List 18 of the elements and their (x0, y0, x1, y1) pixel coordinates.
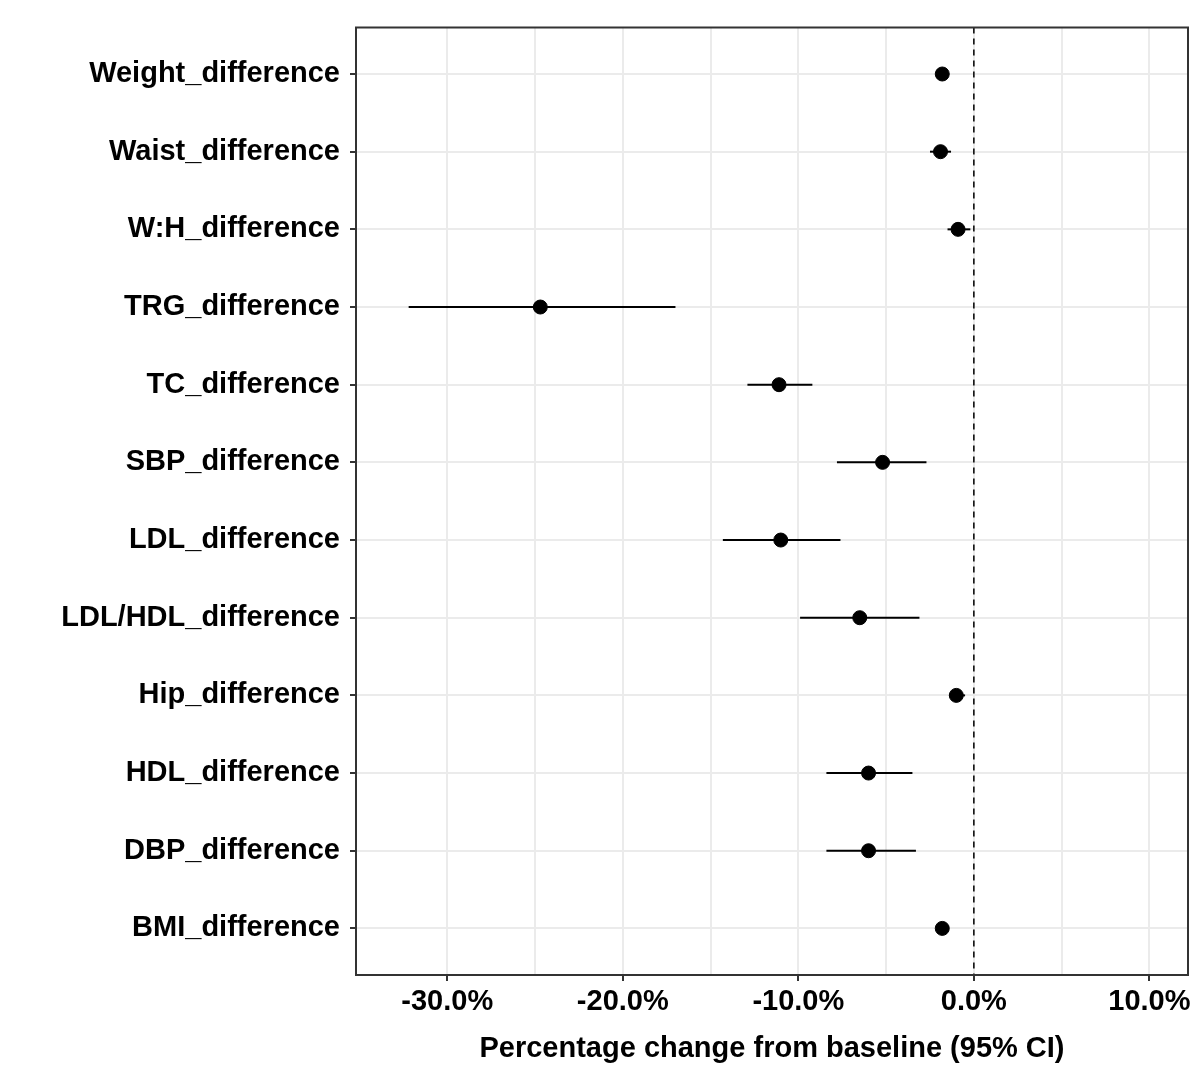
x-tick-label: -30.0% (401, 984, 494, 1017)
x-tick-label: 0.0% (940, 984, 1008, 1017)
y-tick-label: LDL_difference (128, 522, 340, 555)
y-tick-label: TRG_difference (124, 289, 340, 322)
y-tick-label: Hip_difference (138, 677, 340, 710)
y-tick-label: SBP_difference (125, 444, 340, 477)
x-axis-title: Percentage change from baseline (95% CI) (479, 1030, 1065, 1063)
y-tick-label: HDL_difference (125, 755, 340, 788)
y-tick-label: W:H_difference (127, 211, 340, 244)
y-tick-label: LDL/HDL_difference (61, 599, 340, 632)
y-tick-label: DBP_difference (124, 832, 340, 865)
x-tick-label: -20.0% (576, 984, 669, 1017)
y-tick-label: BMI_difference (132, 910, 340, 943)
y-tick-label: TC_difference (146, 366, 340, 399)
x-tick-label: -10.0% (752, 984, 845, 1017)
y-tick-label: Weight_difference (89, 56, 340, 88)
y-tick-label: Waist_difference (109, 133, 340, 166)
x-tick-label: 10.0% (1108, 984, 1191, 1017)
